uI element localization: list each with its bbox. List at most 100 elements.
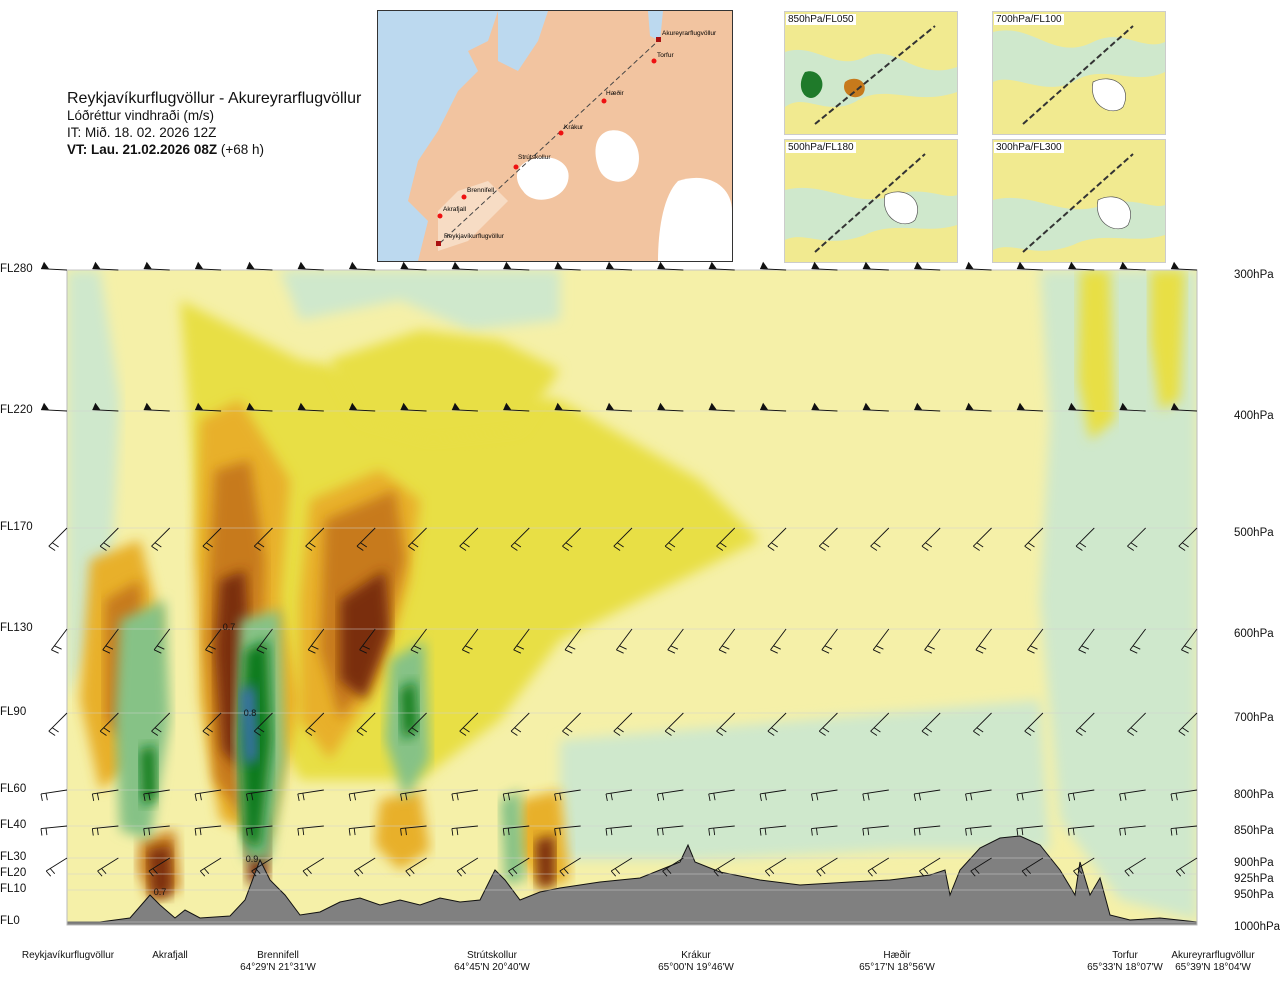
wind-barb	[914, 261, 941, 271]
wind-barb	[1073, 857, 1095, 877]
waypoint-coord: 64°29'N 21°31'W	[240, 962, 316, 973]
right-level-label: 500hPa	[1234, 527, 1274, 539]
wind-barb	[913, 825, 941, 836]
right-level-label: 950hPa	[1234, 889, 1274, 901]
left-level-label: FL10	[0, 883, 27, 895]
wind-barb	[246, 402, 273, 412]
wind-barb	[759, 825, 787, 836]
wind-barb	[867, 857, 890, 877]
minimap-300: 300hPa/FL300	[992, 139, 1166, 263]
wind-barb	[40, 789, 68, 801]
value-annotations: 0.7 0.8 0.9 0.7	[154, 622, 259, 897]
wind-barb	[605, 261, 633, 271]
wind-barb	[770, 628, 787, 654]
wind-barb	[40, 825, 68, 836]
wind-barb	[195, 402, 222, 412]
field-region-down	[500, 790, 525, 885]
overview-map-svg: Akureyrarflugvöllur Torfur Hæðir Krákur …	[378, 11, 732, 261]
map-label-haedir: Hæðir	[606, 89, 625, 97]
right-level-label: 925hPa	[1234, 873, 1274, 885]
waypoint-name: Strútskollur	[466, 950, 517, 961]
field-region-slight-up	[330, 330, 560, 440]
wind-barb	[1170, 261, 1198, 271]
wind-barb	[297, 789, 324, 801]
wind-barb	[246, 261, 273, 271]
map-label-reykjavik: Reykjavíkurflugvöllur	[444, 233, 505, 240]
wind-barb	[708, 261, 735, 271]
wind-barb	[48, 527, 68, 551]
wind-barb	[862, 402, 889, 412]
wind-barb	[1024, 527, 1044, 551]
wind-barb	[605, 825, 633, 836]
right-level-label: 900hPa	[1234, 857, 1274, 869]
wind-barb	[564, 628, 581, 654]
wind-barb	[510, 527, 530, 551]
wind-barb	[348, 789, 376, 801]
minimap-300-svg	[993, 140, 1165, 262]
right-level-label: 300hPa	[1234, 269, 1274, 281]
wind-barb	[811, 825, 838, 836]
wind-barb	[92, 261, 119, 271]
wind-barb	[610, 857, 633, 877]
minimap-700: 700hPa/FL100	[992, 11, 1166, 135]
wind-barb	[1119, 825, 1146, 836]
wind-barb	[760, 261, 787, 271]
left-level-label: FL130	[0, 622, 33, 634]
wind-barb	[862, 825, 889, 836]
waypoint-name: Reykjavíkurflugvöllur	[21, 950, 115, 961]
wind-barb	[459, 712, 479, 736]
wind-barb	[356, 527, 376, 551]
wind-barb	[554, 261, 581, 271]
wind-barb	[821, 628, 838, 654]
wind-barb	[143, 825, 170, 836]
wind-barb	[307, 628, 325, 654]
value-annotation: 0.8	[244, 708, 257, 718]
right-level-label: 850hPa	[1234, 825, 1274, 837]
wind-barb	[973, 527, 992, 551]
waypoint-name: Hæðir	[883, 950, 911, 961]
field-region-strong-down	[140, 745, 157, 805]
wind-barb	[1016, 261, 1043, 271]
wind-barb	[656, 825, 684, 836]
wind-barb	[924, 628, 941, 654]
wind-barb	[1129, 628, 1146, 654]
wind-barb	[148, 857, 170, 877]
wind-barb	[872, 628, 890, 654]
wind-barb	[194, 789, 222, 801]
value-annotation: 0.9	[246, 854, 259, 864]
wind-barb	[48, 712, 68, 736]
wind-barb	[1026, 628, 1044, 654]
wind-barb	[1068, 402, 1095, 412]
wind-barb	[605, 789, 633, 801]
wind-barb	[1016, 402, 1043, 412]
wind-barb	[508, 857, 530, 877]
wind-barb	[451, 825, 478, 836]
wind-barb	[1178, 712, 1198, 736]
wind-barb	[1068, 261, 1095, 271]
left-level-label: FL220	[0, 404, 33, 416]
wind-barb	[562, 712, 581, 736]
field-region-slight-down	[280, 270, 560, 330]
wind-barb	[657, 402, 684, 412]
field-region-slight-down	[1040, 270, 1197, 920]
wind-barb	[1021, 857, 1044, 877]
wind-barb	[1181, 628, 1198, 654]
waypoint-coord: 65°17'N 18°56'W	[859, 962, 935, 973]
wind-barb	[921, 712, 941, 736]
wind-barb	[973, 712, 992, 736]
wind-barb	[297, 261, 324, 271]
wind-barb	[716, 712, 736, 736]
wind-barb	[92, 402, 119, 412]
wind-barb	[502, 789, 530, 801]
wind-barb	[302, 857, 325, 877]
wind-barb	[664, 527, 684, 551]
wind-barb	[99, 712, 119, 736]
wind-barb	[194, 825, 222, 836]
wind-barb	[656, 789, 684, 801]
minimap-850: 850hPa/FL050	[784, 11, 958, 135]
map-label-strutskollur: Strútskollur	[518, 154, 551, 161]
waypoint-label: Hæðir 65°17'N 18°56'W	[859, 950, 935, 974]
variable-subtitle: Lóðréttur vindhraði (m/s)	[67, 108, 215, 123]
wind-barb	[1170, 402, 1198, 412]
wind-barb	[91, 789, 119, 801]
